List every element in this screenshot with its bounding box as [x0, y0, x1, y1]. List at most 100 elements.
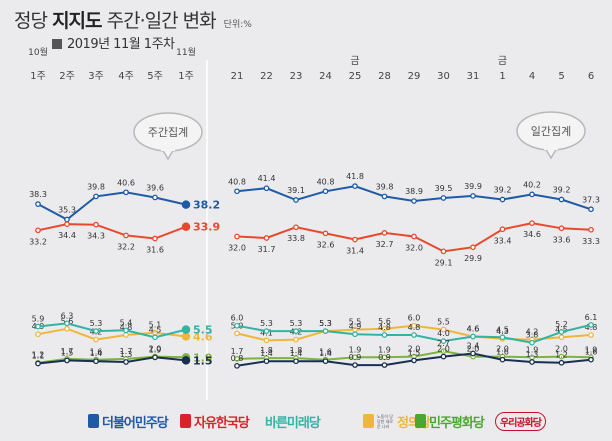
daily-data-label: 0.9 — [378, 353, 391, 362]
daily-point — [499, 356, 506, 363]
daily-point — [529, 359, 535, 365]
weekly-point — [181, 332, 191, 341]
daily-point — [440, 195, 447, 201]
daily-point — [234, 356, 240, 362]
daily-data-label: 2.0 — [555, 345, 568, 354]
daily-data-label: 4.6 — [467, 325, 480, 334]
daily-data-label: 39.1 — [287, 186, 305, 195]
weekly-data-label: 5.4 — [120, 318, 133, 327]
weekly-data-label: 34.3 — [87, 232, 105, 241]
weekly-point — [93, 221, 99, 228]
daily-point — [381, 230, 388, 236]
daily-data-label: 2.4 — [467, 341, 480, 350]
daily-data-label: 40.8 — [228, 177, 246, 186]
weekly-data-label: 5.1 — [149, 321, 162, 330]
legend-item: 더불어민주당 — [88, 408, 169, 434]
daily-point — [263, 235, 270, 241]
daily-point — [381, 362, 388, 368]
daily-data-label: 1.8 — [290, 346, 303, 355]
weekly-point — [93, 336, 99, 343]
daily-point — [293, 224, 299, 231]
daily-data-label: 32.0 — [228, 243, 246, 252]
daily-point — [381, 332, 388, 338]
daily-point — [499, 226, 506, 233]
daily-data-label: 1.3 — [526, 350, 539, 359]
weekly-point — [123, 327, 129, 334]
weekly-point — [93, 193, 99, 200]
week-tick-label: 1주 — [30, 71, 46, 82]
weekly-point — [181, 222, 191, 231]
daily-bubble-text: 일간집계 — [531, 124, 571, 138]
weekly-data-label: 39.6 — [146, 183, 164, 192]
daily-point — [470, 193, 476, 199]
daily-data-label: 5.6 — [378, 317, 391, 326]
weekly-point — [152, 194, 158, 201]
weekly-point — [35, 331, 41, 338]
daily-point — [293, 328, 299, 334]
daily-point — [588, 332, 594, 338]
title-prefix: 정당 — [14, 10, 48, 32]
weekly-point — [181, 356, 191, 365]
daily-point — [352, 362, 358, 368]
daily-data-label: 3.8 — [526, 331, 539, 340]
weekly-point — [35, 227, 41, 234]
weekly-data-label: 1.5 — [61, 348, 74, 357]
daily-point — [499, 196, 506, 203]
weekly-point — [152, 354, 158, 361]
day-tick-label: 24 — [319, 71, 332, 82]
weekly-data-label: 5.3 — [90, 319, 103, 328]
weekly-point — [123, 332, 129, 338]
weekly-point — [35, 360, 41, 367]
daily-point — [381, 354, 388, 361]
weekly-data-label: 1.7 — [61, 347, 74, 356]
daily-data-label: 1.8 — [260, 346, 273, 355]
weekly-series-line — [37, 223, 187, 240]
daily-point — [558, 353, 565, 360]
torch-logo-icon — [180, 414, 191, 428]
daily-data-label: 1.9 — [378, 345, 391, 354]
daily-point — [352, 183, 358, 190]
daily-data-label: 2.7 — [437, 339, 450, 348]
daily-data-label: 32.0 — [405, 243, 423, 252]
daily-point — [470, 350, 476, 357]
daily-data-label: 5.3 — [319, 319, 332, 328]
daily-point — [558, 329, 565, 335]
daily-point — [352, 331, 358, 338]
subtitle: 2019년 11월 1주차 — [52, 33, 175, 52]
daily-point — [322, 358, 329, 365]
daily-point — [322, 230, 329, 237]
daily-point — [352, 236, 358, 243]
weekly-point — [64, 320, 70, 327]
weekly-series-line — [37, 327, 187, 341]
daily-point — [588, 356, 594, 363]
week-tick-label: 5주 — [147, 71, 163, 82]
legend-label: 민주평화당 — [429, 415, 485, 431]
daily-point — [352, 354, 358, 361]
daily-point — [440, 248, 447, 255]
weekly-bubble-text: 주간집계 — [148, 126, 188, 139]
daily-point — [470, 333, 476, 340]
weekly-data-label: 1.5 — [193, 354, 213, 367]
daily-point — [588, 206, 594, 213]
daily-point — [558, 334, 565, 341]
legend-item: 민주평화당 — [415, 408, 485, 434]
month-label: 10월 — [28, 46, 48, 58]
daily-data-label: 33.8 — [287, 234, 305, 243]
daily-data-label: 33.4 — [494, 236, 512, 245]
daily-data-label: 1.4 — [290, 349, 303, 358]
daily-point — [558, 225, 565, 232]
weekly-data-label: 4.8 — [120, 323, 133, 332]
daily-data-label: 4.5 — [496, 325, 509, 334]
daily-point — [293, 336, 299, 343]
daily-data-label: 6.0 — [231, 314, 244, 323]
daily-data-label: 34.6 — [523, 230, 541, 239]
weekly-point — [152, 334, 158, 341]
daily-data-label: 1.6 — [496, 348, 509, 357]
weekly-point — [123, 359, 129, 365]
daily-data-label: 40.2 — [523, 180, 541, 189]
chart-title: 정당 지지도 주간·일간 변화 단위:% — [14, 6, 252, 33]
weekly-series-line — [37, 356, 187, 365]
weekly-data-label: 33.2 — [29, 237, 47, 246]
daily-point — [529, 220, 535, 226]
daily-point — [588, 322, 594, 328]
